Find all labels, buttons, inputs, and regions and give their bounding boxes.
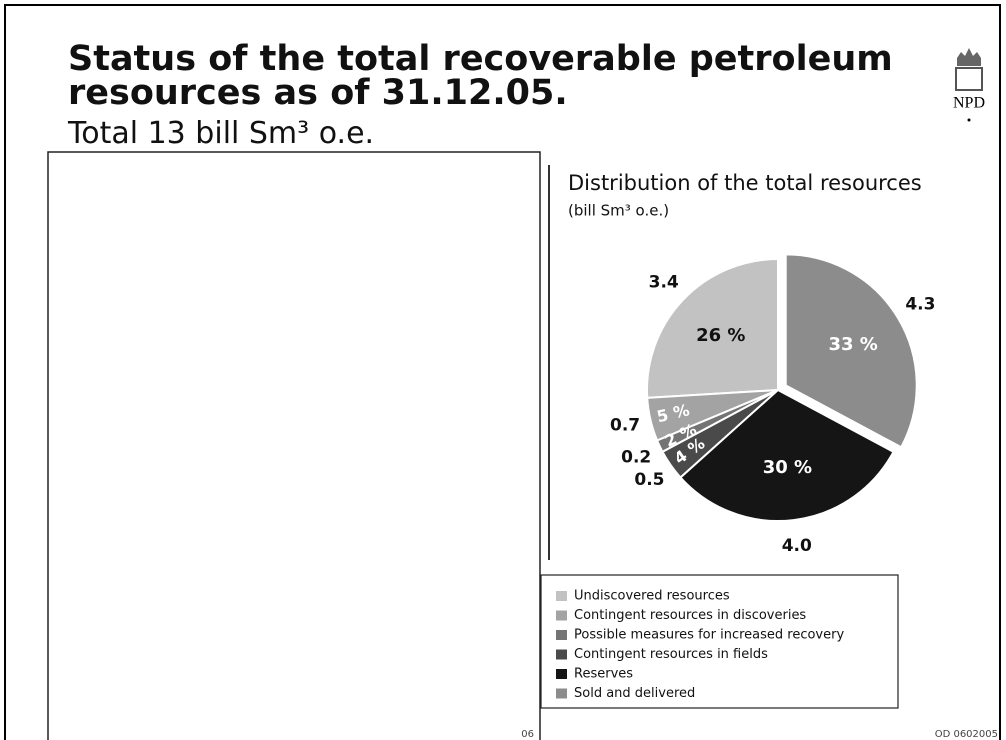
legend-label: Contingent resources in fields [574,647,768,662]
legend-swatch [556,688,567,699]
logo: NPD [953,48,985,122]
blank-panel [47,151,541,740]
logo-dot [967,118,971,122]
pie-slice [646,257,779,399]
value-label: 0.5 [634,470,664,490]
logo-text: NPD [953,95,985,112]
legend-swatch [556,669,567,679]
percentage-label: 30 % [763,457,812,478]
slide-frame [4,4,1001,740]
footer-left: 06 [521,729,534,740]
value-label: 0.7 [610,415,640,435]
subtitle: Total 13 bill Sm³ o.e. [68,116,375,151]
pie-slice [679,388,895,522]
footer-right: OD 0602005 [935,729,998,740]
legend-label: Undiscovered resources [574,589,730,604]
pie-slice [784,253,918,449]
value-label: 4.3 [905,295,935,315]
legend-swatch [556,610,567,621]
chart-title: Distribution of the total resources [568,171,922,195]
legend-label: Reserves [574,667,633,682]
logo-crown [957,48,981,66]
legend-label: Sold and delivered [574,686,695,701]
percentage-label: 33 % [828,334,877,355]
logo-emblem [955,67,983,91]
legend-swatch [556,591,567,601]
value-label: 0.2 [621,447,651,467]
legend-label: Possible measures for increased recovery [574,628,844,643]
legend-swatch [556,630,567,640]
title: Status of the total recoverable petroleu… [68,39,893,113]
value-label: 4.0 [782,536,812,556]
percentage-label: 26 % [696,325,745,346]
chart-subtitle: (bill Sm³ o.e.) [568,202,669,220]
value-label: 3.4 [649,272,679,292]
legend-swatch [556,649,567,660]
legend-box [540,574,899,709]
legend-label: Contingent resources in discoveries [574,608,806,623]
